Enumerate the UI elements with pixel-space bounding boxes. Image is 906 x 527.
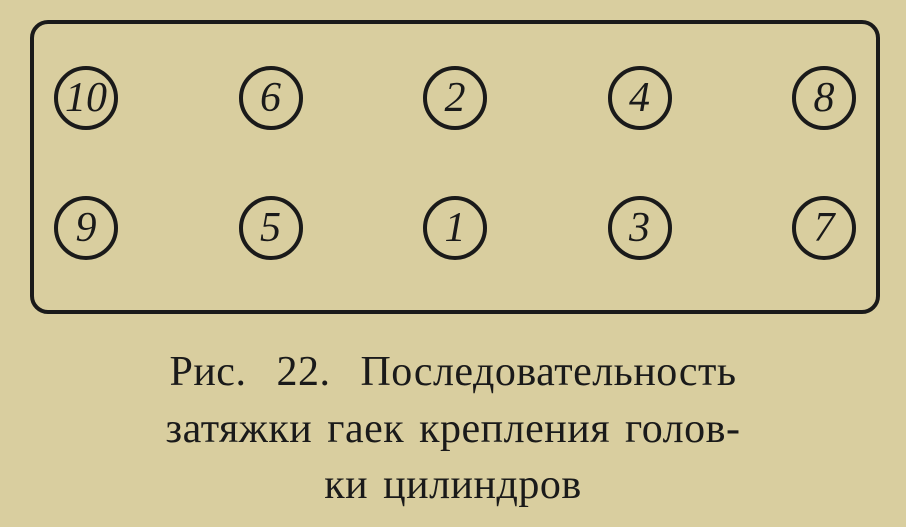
- caption-text-line1: Последовательность: [360, 349, 736, 395]
- nut-circle: 9: [54, 196, 118, 260]
- nut-row-bottom: 9 5 1 3 7: [34, 196, 876, 260]
- nut-circle: 8: [792, 66, 856, 130]
- nut-row-top: 10 6 2 4 8: [34, 66, 876, 130]
- nut-circle: 4: [608, 66, 672, 130]
- nut-circle: 5: [239, 196, 303, 260]
- nut-circle: 10: [54, 66, 118, 130]
- figure-caption: Рис. 22. Последовательность затяжки гаек…: [30, 344, 876, 514]
- caption-text-line2: затяжки гаек крепления голов-: [166, 406, 741, 452]
- nut-circle: 3: [608, 196, 672, 260]
- nut-circle: 2: [423, 66, 487, 130]
- nut-circle: 1: [423, 196, 487, 260]
- caption-prefix: Рис.: [169, 349, 246, 395]
- caption-number: 22.: [276, 349, 330, 395]
- nut-circle: 7: [792, 196, 856, 260]
- cylinder-head-diagram: 10 6 2 4 8 9 5 1 3 7: [30, 20, 880, 314]
- caption-text-line3: ки цилиндров: [324, 462, 581, 508]
- nut-circle: 6: [239, 66, 303, 130]
